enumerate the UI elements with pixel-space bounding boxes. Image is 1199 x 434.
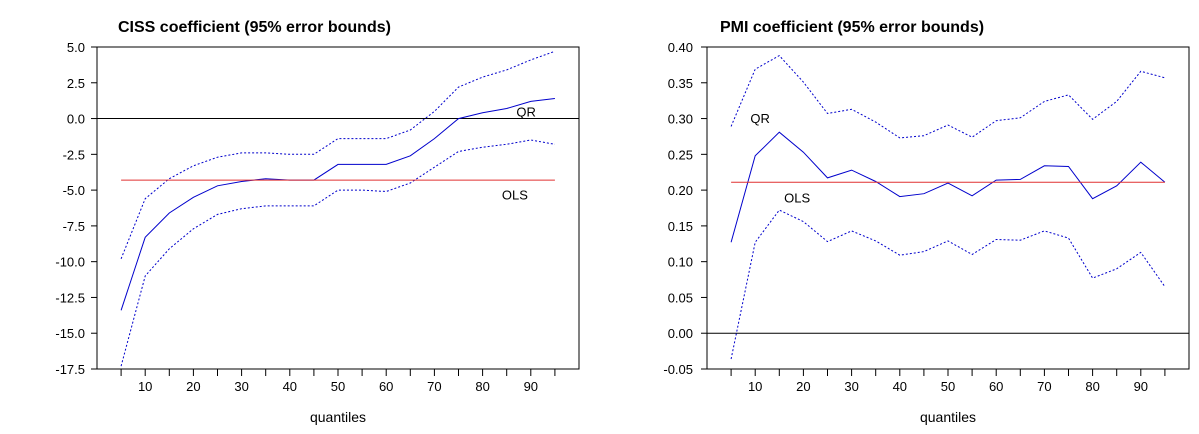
ciss-y-tick-label: 5.0 bbox=[67, 40, 85, 55]
pmi-y-tick-label: 0.00 bbox=[668, 326, 693, 341]
ciss-x-tick-label: 10 bbox=[138, 379, 152, 394]
ciss-series-qr-upper bbox=[120, 50, 556, 259]
pmi-x-axis-label: quantiles bbox=[920, 409, 976, 425]
pmi-x-tick-label: 10 bbox=[748, 379, 762, 394]
ciss-coefficient-chart: CISS coefficient (95% error bounds) 5.0 2.… bbox=[55, 19, 580, 425]
pmi-annotation-qr: QR bbox=[750, 111, 770, 126]
pmi-series-qr bbox=[730, 131, 1166, 243]
pmi-y-tick-label: 0.05 bbox=[668, 290, 693, 305]
ciss-y-tick-label: -10.0 bbox=[55, 255, 85, 270]
pmi-x-tick-label: 40 bbox=[893, 379, 907, 394]
ciss-x-tick-label: 40 bbox=[283, 379, 297, 394]
ciss-y-tick-label: -17.5 bbox=[55, 362, 85, 377]
pmi-x-tick-label: 80 bbox=[1085, 379, 1099, 394]
ciss-x-tick-label: 90 bbox=[524, 379, 538, 394]
ciss-x-axis-label: quantiles bbox=[310, 409, 366, 425]
ciss-x-tick-label: 50 bbox=[331, 379, 345, 394]
ciss-y-tick-label: 0.0 bbox=[67, 112, 85, 127]
ciss-series-qr-lower bbox=[120, 139, 555, 367]
ciss-chart-title: CISS coefficient (95% error bounds) bbox=[118, 19, 391, 36]
pmi-y-tick-label: 0.30 bbox=[668, 112, 693, 127]
pmi-coefficient-chart: PMI coefficient (95% error bounds) 0.40 0.… bbox=[663, 19, 1190, 425]
pmi-x-tick-label: 60 bbox=[989, 379, 1003, 394]
pmi-chart-title: PMI coefficient (95% error bounds) bbox=[720, 19, 984, 36]
ciss-x-tick-label: 30 bbox=[234, 379, 248, 394]
pmi-y-tick-label: 0.35 bbox=[668, 76, 693, 91]
ciss-annotation-qr: QR bbox=[516, 104, 536, 119]
ciss-y-tick-label: -7.5 bbox=[63, 219, 85, 234]
ciss-x-tick-label: 60 bbox=[379, 379, 393, 394]
ciss-x-tick-label: 80 bbox=[475, 379, 489, 394]
pmi-x-tick-label: 20 bbox=[796, 379, 810, 394]
ciss-y-tick-label: -2.5 bbox=[63, 147, 85, 162]
pmi-y-tick-label: -0.05 bbox=[663, 362, 693, 377]
ciss-x-tick-label: 20 bbox=[186, 379, 200, 394]
pmi-y-tick-label: 0.20 bbox=[668, 183, 693, 198]
ciss-y-tick-label: -5.0 bbox=[63, 183, 85, 198]
pmi-y-tick-label: 0.10 bbox=[668, 255, 693, 270]
ciss-y-tick-label: 2.5 bbox=[67, 76, 85, 91]
pmi-x-tick-label: 90 bbox=[1134, 379, 1148, 394]
ciss-plot-frame bbox=[96, 46, 580, 370]
pmi-x-tick-label: 50 bbox=[941, 379, 955, 394]
pmi-series-qr-upper bbox=[730, 54, 1166, 139]
ciss-y-tick-label: -15.0 bbox=[55, 326, 85, 341]
ciss-annotation-ols: OLS bbox=[502, 187, 528, 202]
pmi-y-tick-label: 0.25 bbox=[668, 147, 693, 162]
pmi-x-tick-label: 70 bbox=[1037, 379, 1051, 394]
ciss-y-tick-label: -12.5 bbox=[55, 290, 85, 305]
pmi-plot-frame bbox=[706, 46, 1190, 370]
pmi-x-tick-label: 30 bbox=[844, 379, 858, 394]
pmi-y-tick-label: 0.40 bbox=[668, 40, 693, 55]
ciss-x-tick-label: 70 bbox=[427, 379, 441, 394]
pmi-y-tick-label: 0.15 bbox=[668, 219, 693, 234]
pmi-series-qr-lower bbox=[730, 209, 1166, 360]
ciss-series-qr bbox=[120, 98, 555, 311]
pmi-annotation-ols: OLS bbox=[784, 190, 810, 205]
